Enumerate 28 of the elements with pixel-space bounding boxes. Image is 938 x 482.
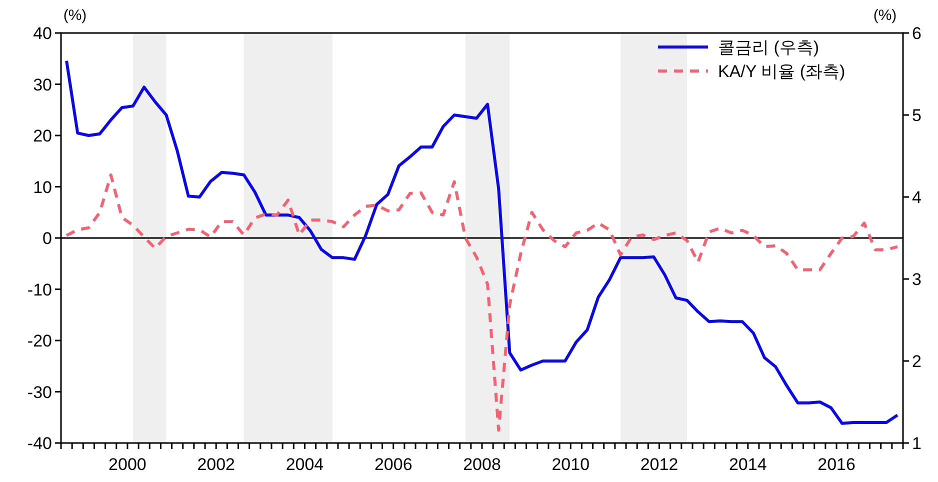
x-tick-label: 2000 — [108, 455, 146, 474]
x-tick-label: 2006 — [374, 455, 412, 474]
y-tick-label: -30 — [27, 382, 52, 402]
y2-tick-label: 1 — [912, 434, 922, 453]
y-tick-label: 0 — [42, 229, 52, 248]
y2-tick-label: 5 — [912, 106, 922, 125]
y-tick-label: 10 — [33, 178, 52, 197]
y-tick-label: -40 — [27, 434, 52, 453]
y-axis-title: (%) — [63, 7, 87, 24]
legend-label: KA/Y 비율 (좌측) — [718, 62, 846, 81]
legend-label: 콜금리 (우측) — [718, 38, 820, 57]
x-tick-label: 2010 — [552, 455, 590, 474]
x-tick-label: 2008 — [463, 455, 501, 474]
y-tick-label: 20 — [33, 126, 52, 146]
y-tick-label: 40 — [33, 24, 52, 43]
y2-axis-title: (%) — [873, 7, 897, 24]
y-tick-label: -10 — [27, 280, 52, 300]
x-tick-label: 2012 — [640, 455, 678, 474]
y-tick-label: 30 — [33, 75, 52, 94]
x-tick-label: 2004 — [286, 455, 324, 474]
x-tick-label: 2016 — [818, 455, 856, 474]
y2-tick-label: 6 — [912, 24, 922, 43]
x-tick-label: 2014 — [728, 455, 767, 474]
x-tick-label: 2002 — [197, 455, 236, 474]
y2-tick-label: 3 — [912, 270, 922, 289]
y2-tick-label: 2 — [912, 352, 922, 371]
y2-tick-label: 4 — [912, 188, 922, 207]
y-tick-label: -20 — [27, 332, 52, 350]
